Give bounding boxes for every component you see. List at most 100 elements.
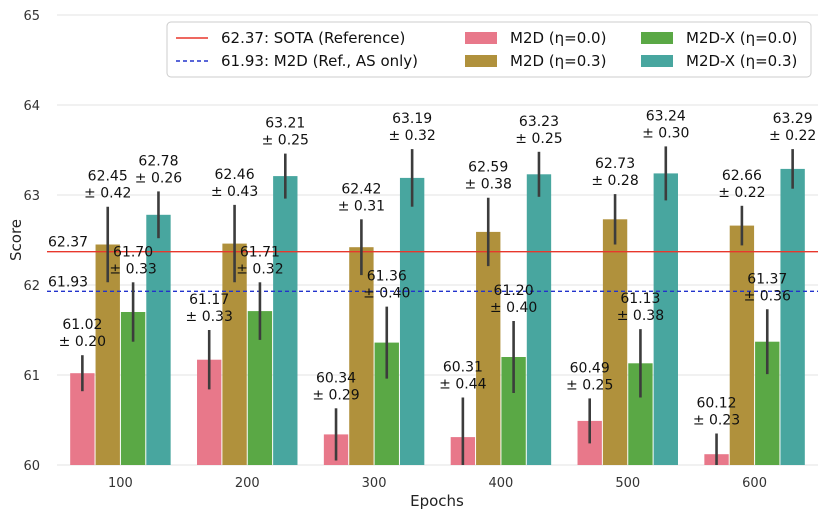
y-tick-label: 62 [23, 279, 40, 294]
bar-value-label: 61.17 ± 0.33 [186, 292, 233, 325]
x-tick-label: 500 [615, 476, 640, 491]
bar-value: 61.13 [620, 291, 660, 307]
bar-value: 63.24 [646, 108, 686, 124]
bar-value-label: 61.20 ± 0.40 [490, 283, 537, 316]
bar-error: ± 0.20 [59, 334, 106, 350]
bar-error: ± 0.31 [338, 198, 385, 214]
bar [399, 177, 425, 465]
x-axis-label: Epochs [410, 492, 464, 510]
legend-label: 61.93: M2D (Ref., AS only) [221, 52, 418, 70]
legend-label: M2D (η=0.0) [510, 29, 606, 47]
legend-color-swatch [465, 55, 497, 67]
y-tick-label: 64 [23, 99, 40, 114]
bar-value-label: 62.78 ± 0.26 [135, 153, 182, 186]
bar [526, 174, 552, 466]
bar-value: 61.17 [189, 292, 229, 308]
bar [146, 214, 171, 465]
bar-error: ± 0.30 [642, 125, 689, 141]
bar-value: 61.70 [113, 244, 153, 260]
bar-value-label: 61.71 ± 0.32 [236, 244, 283, 277]
bar-value: 63.19 [392, 111, 432, 127]
bar-value-label: 61.70 ± 0.33 [109, 244, 156, 277]
bar-error: ± 0.26 [135, 170, 182, 186]
bar-value: 62.66 [722, 168, 762, 184]
legend: 62.37: SOTA (Reference) 61.93: M2D (Ref.,… [166, 21, 812, 78]
x-tick-label: 600 [742, 476, 767, 491]
bar-value-label: 62.66 ± 0.22 [718, 168, 765, 201]
bar [602, 219, 628, 465]
bar-value-label: 61.02 ± 0.20 [59, 317, 106, 350]
bars [70, 168, 805, 466]
bar-error: ± 0.43 [211, 184, 258, 200]
bar-value-label: 60.12 ± 0.23 [693, 396, 740, 429]
x-tick-label: 200 [235, 476, 260, 491]
legend-color-swatch [641, 55, 673, 67]
y-tick-label: 65 [23, 9, 40, 24]
bar [653, 173, 678, 465]
bar-error: ± 0.22 [718, 185, 765, 201]
bar-value: 62.73 [595, 156, 635, 172]
legend-label: M2D (η=0.3) [510, 52, 606, 70]
bar-value: 61.20 [494, 283, 534, 299]
bar-value-label: 60.49 ± 0.25 [566, 360, 613, 393]
tick-labels: 60 61 62 63 64 65 100 200 300 400 500 600 [23, 9, 767, 491]
bar-value: 62.42 [341, 181, 381, 197]
bar-value: 63.23 [519, 114, 559, 130]
bar-value-label: 63.29 ± 0.22 [769, 111, 816, 144]
bar [349, 247, 374, 465]
bar-value-label: 62.59 ± 0.38 [465, 160, 512, 193]
reference-line-label: 61.93 [48, 274, 88, 290]
bar-error: ± 0.38 [617, 308, 664, 324]
bar [729, 225, 755, 465]
bar-error: ± 0.32 [236, 261, 283, 277]
bar-value-label: 63.23 ± 0.25 [515, 114, 562, 147]
bar-value: 61.71 [240, 244, 280, 260]
bar [273, 176, 298, 465]
bar-value: 61.02 [62, 317, 102, 333]
y-tick-label: 63 [23, 189, 40, 204]
bar-error: ± 0.32 [388, 128, 435, 144]
bar-value: 63.21 [265, 116, 305, 132]
bar-error: ± 0.23 [693, 413, 740, 429]
bar-value-label: 62.73 ± 0.28 [591, 156, 638, 189]
bar-error: ± 0.29 [312, 387, 359, 403]
bar-value: 63.29 [773, 111, 813, 127]
bar-value: 61.37 [747, 271, 787, 287]
bar-value: 62.78 [138, 153, 178, 169]
bar-error: ± 0.22 [769, 128, 816, 144]
bar-error: ± 0.28 [591, 173, 638, 189]
bar-value: 61.36 [367, 269, 407, 285]
grid-lines [57, 14, 818, 466]
bar-error: ± 0.38 [465, 177, 512, 193]
bar-value-label: 62.42 ± 0.31 [338, 181, 385, 214]
bar-error: ± 0.33 [109, 261, 156, 277]
legend-color-swatch [641, 32, 673, 44]
bar-value-label: 60.34 ± 0.29 [312, 370, 359, 403]
legend-label: M2D-X (η=0.3) [686, 52, 797, 70]
x-tick-label: 400 [489, 476, 514, 491]
bar-value-label: 63.21 ± 0.25 [262, 116, 309, 149]
bar-error: ± 0.36 [744, 288, 791, 304]
bar-value-label: 61.36 ± 0.40 [363, 269, 410, 302]
bar-error: ± 0.44 [439, 377, 486, 393]
bar-error: ± 0.33 [186, 309, 233, 325]
bar-value: 60.12 [696, 396, 736, 412]
bar-value: 60.34 [316, 370, 356, 386]
bar-value: 62.45 [88, 169, 128, 185]
reference-lines: 62.37 61.93 [47, 235, 818, 292]
error-bars [81, 146, 794, 465]
y-tick-label: 60 [23, 459, 40, 474]
legend-label: M2D-X (η=0.0) [686, 29, 797, 47]
y-tick-label: 61 [23, 369, 40, 384]
bar-value: 62.46 [215, 167, 255, 183]
bar-value-label: 62.46 ± 0.43 [211, 167, 258, 200]
bar [780, 168, 805, 465]
bar-value-label: 63.19 ± 0.32 [388, 111, 435, 144]
bar-value-label: 61.13 ± 0.38 [617, 291, 664, 324]
bar-value-label: 61.37 ± 0.36 [744, 271, 791, 304]
bar [476, 231, 501, 465]
bar-error: ± 0.25 [566, 377, 613, 393]
bar-error: ± 0.42 [84, 186, 131, 202]
